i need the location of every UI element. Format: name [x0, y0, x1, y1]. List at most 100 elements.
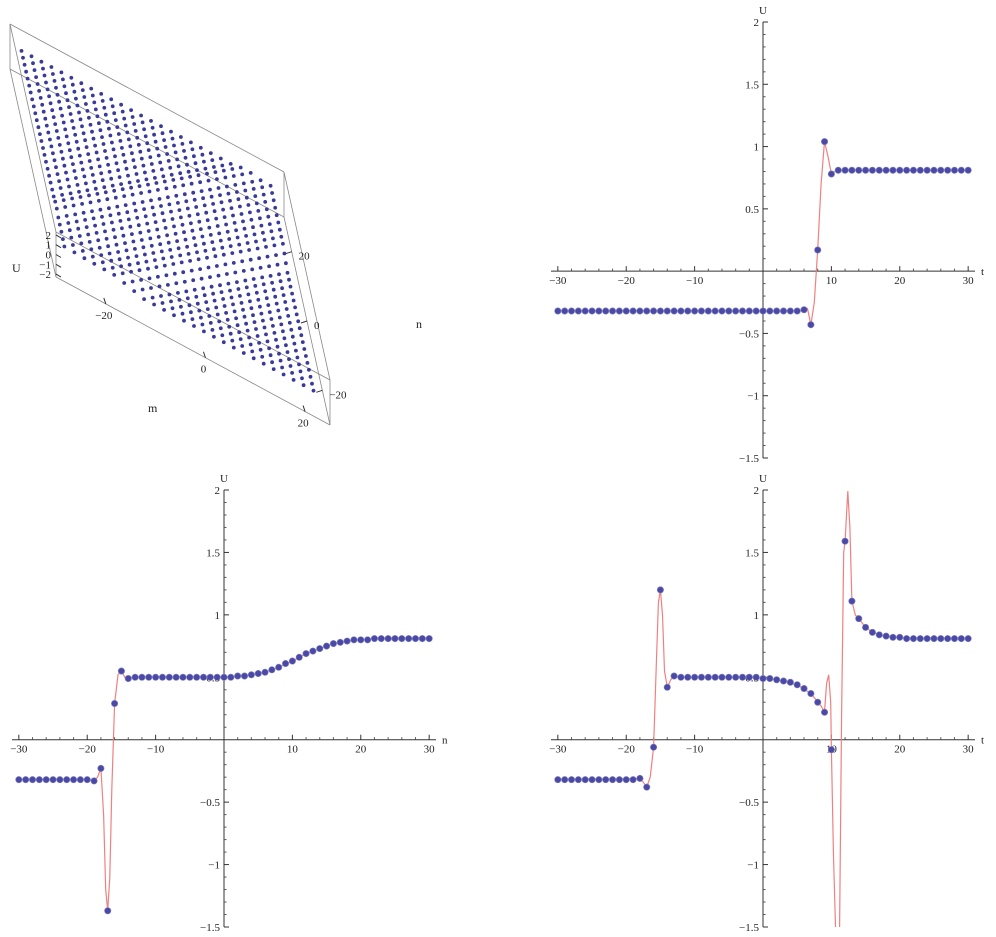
- surface-point: [169, 299, 173, 304]
- surface-point: [149, 198, 153, 203]
- data-point: [759, 675, 767, 683]
- surface-point: [286, 314, 291, 318]
- surface-point: [202, 159, 206, 164]
- data-point: [848, 597, 856, 605]
- surface-point: [261, 361, 266, 366]
- surface-point: [133, 129, 138, 133]
- surface-point: [271, 287, 276, 292]
- surface-point: [278, 279, 283, 284]
- surface-point: [208, 187, 212, 192]
- surface-point: [192, 287, 197, 292]
- surface-point: [56, 215, 61, 220]
- surface-point: [264, 245, 268, 249]
- surface-point: [137, 268, 142, 273]
- data-point: [725, 673, 733, 681]
- surface-point: [186, 169, 191, 174]
- surface-point: [27, 83, 32, 88]
- surface-point: [161, 174, 166, 179]
- data-point: [903, 166, 911, 174]
- surface-point: [151, 251, 156, 255]
- surface-point: [297, 326, 302, 331]
- n-tick-label: 0: [314, 320, 320, 332]
- surface-point: [247, 248, 252, 252]
- surface-point: [243, 278, 248, 283]
- surface-point: [171, 262, 176, 266]
- surface-point: [209, 194, 214, 199]
- surface-point: [87, 240, 92, 244]
- surface-point: [190, 228, 195, 233]
- data-point: [561, 307, 569, 315]
- surface-point: [274, 253, 278, 257]
- surface-point: [162, 218, 167, 223]
- surface-point: [228, 288, 232, 293]
- data-point: [49, 776, 57, 784]
- data-point: [350, 636, 358, 644]
- data-point: [903, 635, 911, 643]
- surface-point: [74, 96, 78, 101]
- y-tick-label: −1.5: [739, 922, 759, 934]
- surface-point: [100, 178, 105, 183]
- data-point: [663, 307, 671, 315]
- data-point: [213, 673, 221, 681]
- surface-point: [271, 198, 276, 203]
- surface-point: [210, 158, 215, 163]
- data-point: [827, 746, 835, 754]
- surface-point: [261, 318, 265, 323]
- surface-point: [149, 162, 154, 166]
- surface-point: [250, 349, 255, 354]
- surface-point: [142, 297, 147, 301]
- surface-point: [163, 226, 168, 230]
- surface-point: [224, 222, 229, 227]
- surface-point: [64, 91, 68, 96]
- surface-point: [54, 129, 59, 133]
- surface-point: [274, 301, 279, 306]
- data-point: [309, 647, 317, 655]
- x-tick-label: 10: [287, 744, 299, 756]
- surface-point: [231, 261, 236, 265]
- data-point: [821, 138, 829, 146]
- surface-point: [80, 202, 84, 206]
- surface-point: [45, 166, 50, 171]
- data-point: [868, 628, 876, 636]
- surface-point: [139, 278, 144, 282]
- surface-point: [162, 138, 167, 143]
- surface-point: [176, 164, 181, 169]
- data-point: [766, 675, 774, 683]
- surface-point: [208, 275, 212, 279]
- surface-point: [281, 241, 285, 246]
- surface-point: [157, 197, 162, 201]
- surface-point: [188, 259, 193, 263]
- data-point: [814, 698, 822, 706]
- surface-point: [220, 333, 225, 338]
- surface-point: [80, 249, 85, 253]
- m-tick: [103, 297, 107, 305]
- surface-point: [72, 89, 77, 94]
- surface-point: [68, 191, 73, 196]
- surface-point: [172, 313, 176, 318]
- data-point: [855, 615, 863, 623]
- surface-point: [219, 290, 224, 294]
- surface-point: [253, 194, 258, 199]
- surface-point: [79, 241, 84, 246]
- surface-point: [228, 162, 233, 166]
- z-tick-label: −2: [39, 269, 51, 281]
- surface-point: [73, 212, 78, 217]
- surface-point: [61, 237, 65, 242]
- surface-point: [153, 220, 158, 225]
- surface-point: [103, 190, 108, 195]
- surface-point: [252, 320, 257, 324]
- surface-point: [119, 102, 123, 107]
- y-tick-label: −0.5: [739, 797, 759, 809]
- surface-point: [145, 141, 150, 146]
- data-point: [220, 673, 228, 681]
- surface-point: [185, 162, 189, 167]
- y-tick-label: −1: [747, 391, 759, 403]
- data-point: [670, 672, 678, 680]
- surface-point: [175, 239, 180, 244]
- surface-point: [155, 146, 160, 151]
- data-point: [234, 672, 242, 680]
- surface-point: [62, 244, 67, 249]
- surface-point: [65, 177, 70, 182]
- surface-point: [119, 182, 123, 187]
- surface-point: [111, 147, 116, 152]
